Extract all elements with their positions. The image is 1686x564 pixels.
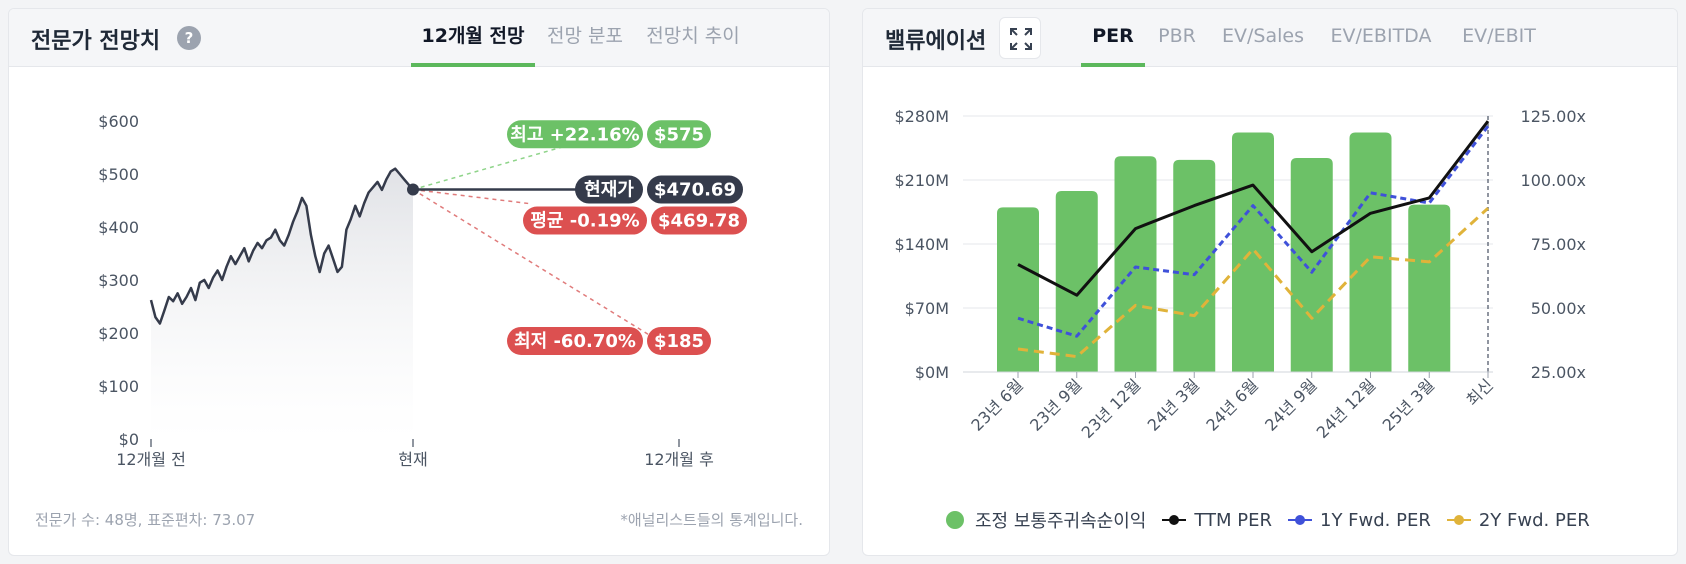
price-target-chart: $0 $100 $200 $300 $400 $500 $600 12개월 전 현재 12개월 … [98,112,747,469]
average-target-label: 평균 -0.19% $469.78 [523,206,747,235]
tab-pbr[interactable]: PBR [1158,25,1196,47]
tab-ev-ebitda[interactable]: EV/EBITDA [1330,25,1432,47]
y-right-tick-label: 100.00x [1521,171,1586,190]
question-circle-icon[interactable]: ? [177,26,201,50]
legend-item-1y-fwd-per[interactable]: 1Y Fwd. PER [1288,510,1431,531]
valuation-card: 밸류에이션 PER PBR EV/Sales EV/EBITDA EV/EBIT… [862,8,1678,556]
y-tick-label: $600 [98,112,139,131]
x-tick-label: 12개월 후 [644,450,714,469]
x-category-label: 25년 3월 [1379,375,1438,434]
legend-item-ttm-per[interactable]: TTM PER [1162,510,1272,531]
tab-per[interactable]: PER [1081,9,1145,67]
x-tick-label: 12개월 전 [116,450,186,469]
low-target-label: 최저 -60.70% $185 [507,326,711,355]
net-income-bar[interactable] [1173,159,1216,372]
high-target-value: $575 [654,124,704,145]
net-income-bar[interactable] [1408,204,1451,372]
current-price-value: $470.69 [654,180,736,201]
average-target-value: $469.78 [658,211,740,232]
valuation-header: 밸류에이션 PER PBR EV/Sales EV/EBITDA EV/EBIT [863,9,1677,67]
y-tick-label: $500 [98,165,139,184]
y-right-tick-label: 75.00x [1531,235,1586,254]
y-tick-label: $100 [98,377,139,396]
y-tick-label: $400 [98,218,139,237]
x-category-label: 최신 [1463,375,1497,409]
y-tick-label: $0 [119,430,139,449]
high-target-label: 최고 +22.16% $575 [507,120,711,149]
x-category-label: 24년 12월 [1313,375,1380,442]
x-category-label: 23년 12월 [1078,375,1145,442]
y-right-tick-label: 125.00x [1521,107,1586,126]
net-income-bar[interactable] [1349,132,1392,372]
1y-fwd-per-line[interactable] [1017,125,1490,338]
y-right-tick-label: 50.00x [1531,299,1586,318]
average-target-tag: 평균 -0.19% [530,211,639,232]
analyst-count-note: 전문가 수: 48명, 표준편차: 73.07 [35,511,256,529]
x-category-label: 24년 3월 [1144,375,1203,434]
legend-label-ttm-per: TTM PER [1194,509,1272,531]
tab-ev-sales[interactable]: EV/Sales [1222,25,1304,47]
x-category-label: 23년 6월 [967,375,1026,434]
x-tick-label: 현재 [398,450,427,469]
expand-icon [1010,28,1032,50]
legend-label-net-income: 조정 보통주귀속순이익 [975,511,1147,532]
x-category-label: 24년 9월 [1261,375,1320,434]
legend-label-2y-fwd-per: 2Y Fwd. PER [1478,509,1590,531]
y-right-tick-label: 25.00x [1531,363,1586,382]
y-left-tick-label: $70M [905,299,949,318]
net-income-bar[interactable] [1290,158,1333,372]
tab-ev-ebit[interactable]: EV/EBIT [1462,25,1536,47]
x-category-label: 24년 6월 [1202,375,1261,434]
expert-forecast-title: 전문가 전망치 [31,29,161,54]
tab-12month-forecast[interactable]: 12개월 전망 [411,9,535,67]
y-tick-label: $200 [98,324,139,343]
y-left-tick-label: $280M [894,107,949,126]
net-income-bar[interactable] [1114,156,1157,372]
valuation-legend: 조정 보통주귀속순이익 TTM PER 1Y Fwd. PER 2Y Fwd. … [943,507,1606,533]
current-price-dot [407,183,419,196]
price-history-area [151,168,413,439]
low-target-line [412,188,660,342]
low-target-tag: 최저 -60.70% [514,331,636,352]
tab-forecast-trend[interactable]: 전망치 추이 [646,25,740,47]
net-income-bar[interactable] [1055,190,1098,372]
y-left-tick-label: $140M [894,235,949,254]
2y-fwd-per-line[interactable] [1017,207,1490,359]
high-target-tag: 최고 +22.16% [510,124,639,145]
analyst-stats-note: *애널리스트들의 통계입니다. [620,511,803,529]
net-income-bar[interactable] [997,207,1039,372]
average-target-line [412,188,530,205]
legend-item-2y-fwd-per[interactable]: 2Y Fwd. PER [1446,509,1590,531]
expand-button[interactable] [999,17,1041,59]
y-left-tick-label: $210M [894,171,949,190]
low-target-value: $185 [654,331,704,352]
tab-forecast-distribution[interactable]: 전망 분포 [547,25,623,47]
expert-forecast-card: 전문가 전망치 ? 12개월 전망 전망 분포 전망치 추이 $0 $100 $20… [8,8,830,556]
legend-item-net-income[interactable]: 조정 보통주귀속순이익 [943,507,1146,533]
price-history-line [149,167,414,325]
expert-forecast-header: 전문가 전망치 ? 12개월 전망 전망 분포 전망치 추이 [9,9,829,67]
legend-label-1y-fwd-per: 1Y Fwd. PER [1320,509,1431,531]
ttm-per-line[interactable] [1017,120,1490,297]
net-income-bar[interactable] [1232,132,1274,372]
x-category-label: 23년 9월 [1026,375,1085,434]
valuation-title: 밸류에이션 [885,29,987,54]
valuation-chart: $0M 25.00x $70M 50.00x $140M 75.00x $210M 100.0… [894,107,1586,442]
current-price-label: 현재가 $470.69 [575,175,743,204]
y-tick-label: $300 [98,271,139,290]
current-price-tag: 현재가 [584,180,634,201]
y-left-tick-label: $0M [915,363,949,382]
